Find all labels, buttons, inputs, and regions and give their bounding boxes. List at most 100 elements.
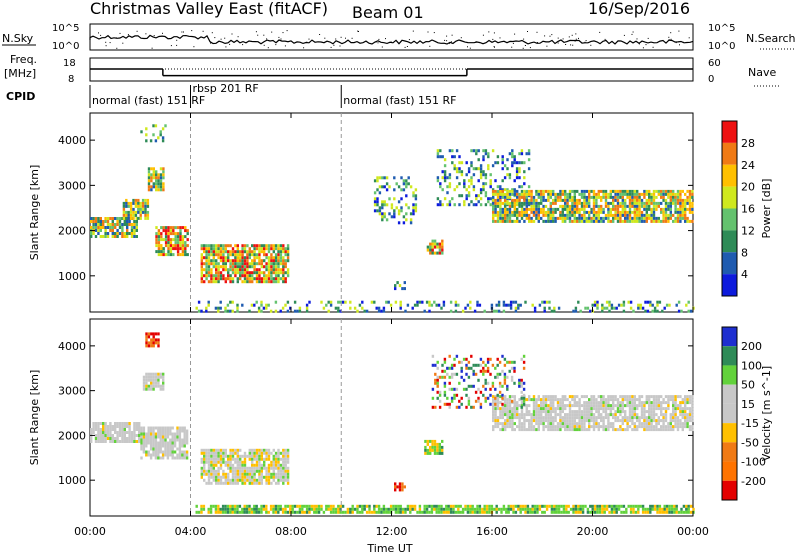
data-cell <box>578 210 581 214</box>
data-cell <box>279 478 283 482</box>
data-cell <box>126 226 129 229</box>
data-cell <box>122 213 126 217</box>
data-cell <box>229 481 232 485</box>
data-cell <box>513 207 516 211</box>
data-cell <box>433 448 437 452</box>
data-cell <box>580 428 584 432</box>
data-cell <box>126 220 129 223</box>
data-cell <box>624 219 627 223</box>
nsearch-point <box>151 47 153 49</box>
data-cell <box>580 207 584 211</box>
nsearch-point <box>224 37 226 39</box>
data-cell <box>236 475 239 479</box>
colorbar-swatch <box>722 252 737 275</box>
data-cell <box>437 303 441 307</box>
data-cell <box>111 232 114 235</box>
data-cell <box>501 407 504 411</box>
data-cell <box>440 510 443 514</box>
data-cell <box>94 425 98 428</box>
data-cell <box>325 303 328 307</box>
data-cell <box>633 422 636 426</box>
data-cell <box>648 413 651 417</box>
data-cell <box>455 372 459 376</box>
data-cell <box>576 401 579 405</box>
data-cell <box>615 507 618 511</box>
data-cell <box>504 407 507 411</box>
data-cell <box>607 419 610 423</box>
nsky-panel <box>89 23 694 51</box>
data-cell <box>140 447 143 451</box>
data-cell <box>492 413 495 417</box>
data-cell <box>568 422 572 426</box>
nsearch-point <box>255 31 257 33</box>
data-cell <box>243 457 247 461</box>
data-cell <box>674 210 677 214</box>
data-cell <box>157 384 160 388</box>
data-cell <box>663 507 666 511</box>
data-cell <box>234 466 237 470</box>
data-cell <box>210 481 213 485</box>
data-cell <box>542 192 545 196</box>
data-cell <box>381 218 384 222</box>
data-cell <box>224 277 227 281</box>
data-cell <box>518 425 521 429</box>
data-cell <box>241 265 244 269</box>
data-cell <box>588 425 591 429</box>
data-cell <box>461 309 465 313</box>
data-cell <box>592 213 596 217</box>
data-cell <box>412 206 415 210</box>
data-cell <box>619 401 622 405</box>
data-cell <box>616 398 620 402</box>
data-cell <box>489 182 492 186</box>
data-cell <box>317 504 321 508</box>
data-cell <box>241 303 244 307</box>
data-cell <box>229 463 232 467</box>
data-cell <box>207 259 211 263</box>
data-cell <box>633 210 636 214</box>
data-cell <box>554 207 557 211</box>
data-cell <box>600 204 603 208</box>
data-cell <box>629 510 633 514</box>
data-cell <box>526 510 530 514</box>
data-cell <box>494 419 497 423</box>
data-cell <box>461 510 465 514</box>
data-cell <box>137 198 140 202</box>
data-cell <box>224 454 227 458</box>
data-cell <box>236 253 239 257</box>
data-cell <box>631 198 634 202</box>
data-cell <box>157 229 161 233</box>
data-cell <box>138 428 141 431</box>
data-cell <box>520 396 523 400</box>
data-cell <box>532 210 536 214</box>
data-cell <box>282 250 285 254</box>
data-cell <box>457 303 460 307</box>
nsearch-point <box>109 42 111 44</box>
data-cell <box>471 507 474 511</box>
data-cell <box>518 419 521 423</box>
data-cell <box>513 405 516 409</box>
data-cell <box>145 338 148 342</box>
data-cell <box>363 309 366 313</box>
data-cell <box>688 195 692 199</box>
data-cell <box>686 425 689 429</box>
data-cell <box>231 510 234 514</box>
data-cell <box>222 451 225 455</box>
data-cell <box>496 161 500 165</box>
data-cell <box>152 429 155 433</box>
data-cell <box>650 216 653 220</box>
data-cell <box>569 507 573 511</box>
data-cell <box>607 404 610 408</box>
data-cell <box>279 309 282 313</box>
data-cell <box>284 247 287 251</box>
data-cell <box>248 448 251 452</box>
data-cell <box>636 189 639 193</box>
data-cell <box>590 425 593 429</box>
data-cell <box>279 504 282 508</box>
data-cell <box>114 422 117 425</box>
data-cell <box>520 401 524 405</box>
data-cell <box>200 262 203 266</box>
data-cell <box>573 210 576 214</box>
data-cell <box>669 422 672 426</box>
data-cell <box>660 425 663 429</box>
data-cell <box>253 463 256 467</box>
